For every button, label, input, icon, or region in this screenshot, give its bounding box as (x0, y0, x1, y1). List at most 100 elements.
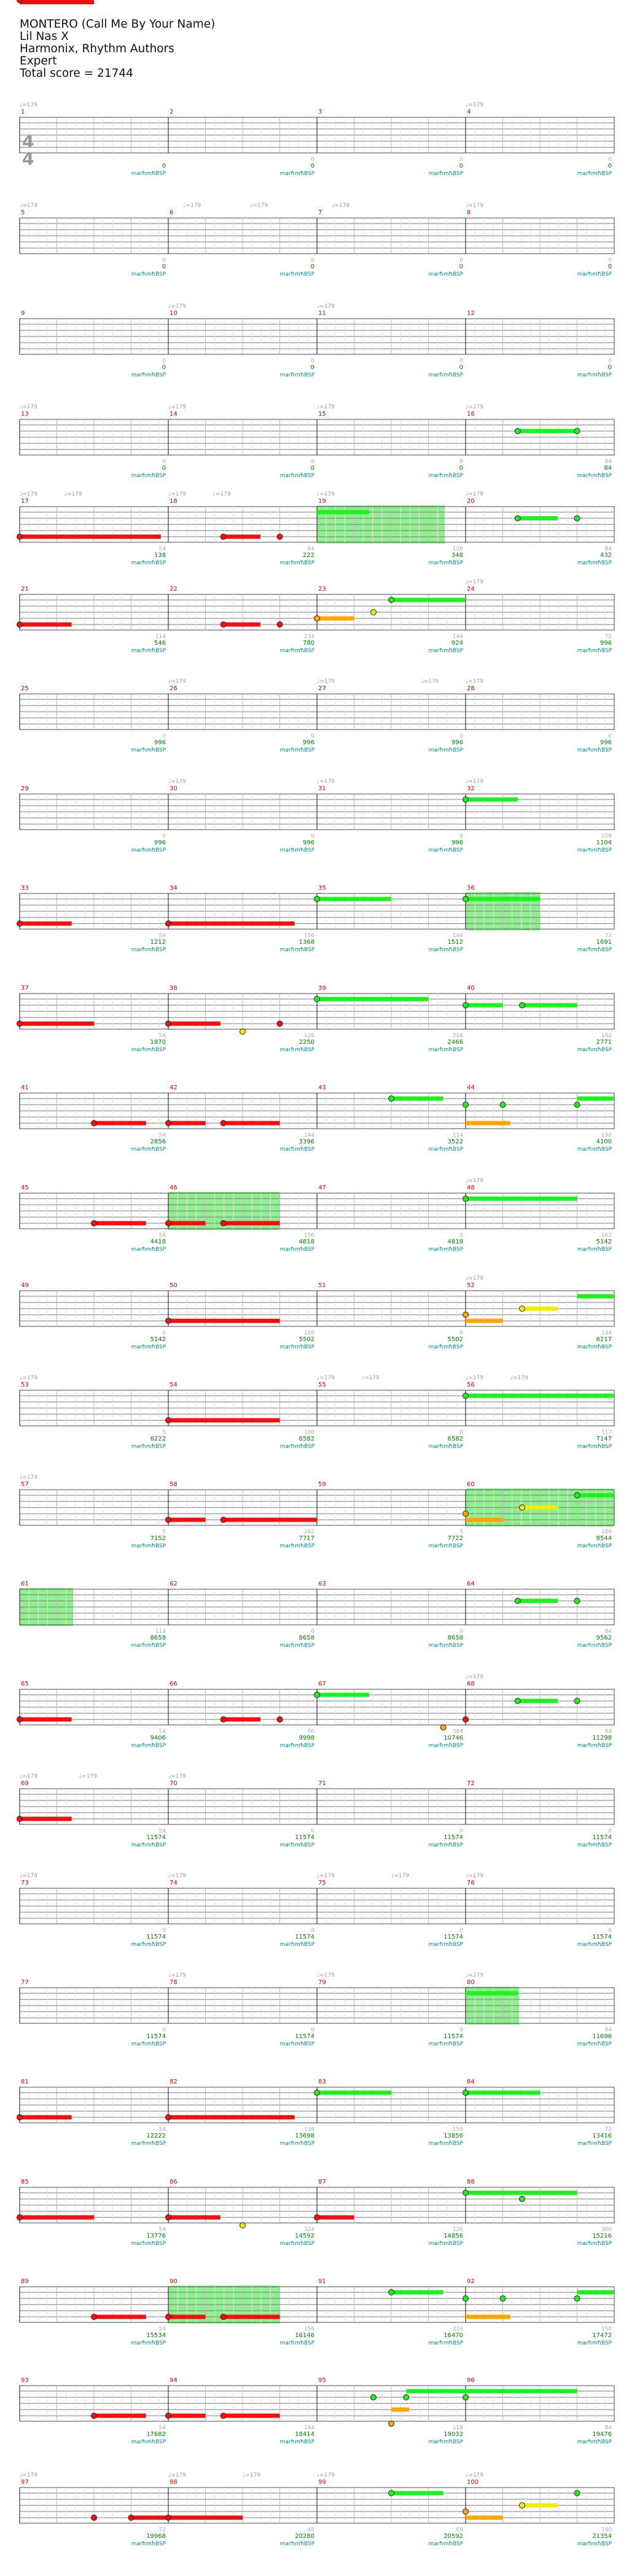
measure-number: 43 (318, 1084, 326, 1091)
measure-score: 16146 (295, 2332, 314, 2339)
note-green (370, 2394, 377, 2400)
sustain-red (20, 921, 72, 926)
section-label: marħmħBSP (280, 2041, 315, 2047)
note-green (518, 1002, 525, 1008)
measure-number: 16 (467, 411, 475, 418)
section-label: marħmħBSP (280, 2439, 315, 2445)
tempo-marker: ♩=179 (466, 102, 483, 108)
measure-note-score: 0 (608, 157, 612, 163)
measure-number: 3 (318, 109, 322, 115)
section-label: marħmħBSP (131, 560, 166, 566)
measure-score: 11574 (443, 1834, 463, 1841)
section-label: marħmħBSP (577, 2141, 612, 2147)
measure-score: 18414 (295, 2431, 314, 2438)
sustain-red (223, 2413, 280, 2418)
measure-number: 49 (21, 1282, 29, 1289)
tempo-marker: ♩=179 (168, 679, 186, 685)
measure-note-score: 54 (159, 546, 166, 552)
measure-number: 67 (318, 1681, 326, 1687)
measure-score: 0 (311, 263, 314, 270)
tempo-marker: ♩=179 (317, 779, 335, 785)
measure-note-score: 72 (605, 634, 612, 640)
measure-number: 97 (21, 2479, 29, 2486)
note-red (463, 1716, 469, 1722)
measure-number: 31 (318, 785, 326, 792)
measure-number: 15 (318, 411, 326, 418)
measure-score: 8658 (150, 1635, 166, 1641)
measure-score: 348 (451, 552, 463, 559)
sustain-green (577, 1493, 614, 1498)
measure-number: 95 (318, 2377, 326, 2384)
song-title: MONTERO (Call Me By Your Name) (20, 18, 216, 31)
section-label: marħmħBSP (429, 560, 464, 566)
section-label: marħmħBSP (131, 1942, 166, 1948)
note-red (17, 1816, 23, 1822)
section-label: marħmħBSP (577, 1247, 612, 1253)
sustain-green (466, 2389, 577, 2394)
tempo-marker: ♩=179 (168, 1773, 186, 1780)
sustain-red (20, 1816, 72, 1821)
measure-note-score: 144 (304, 1132, 314, 1138)
tempo-marker: ♩=179 (20, 2472, 37, 2478)
note-yellow (518, 2502, 525, 2508)
tempo-marker: ♩=179 (466, 1375, 483, 1381)
measure-note-score: 84 (605, 546, 612, 552)
sustain-orange (466, 1318, 503, 1323)
sustain-green (317, 997, 429, 1002)
measure-note-score: 54 (159, 933, 166, 939)
measure-note-score: 84 (605, 2425, 612, 2431)
measure-number: 51 (318, 1282, 326, 1289)
measure-note-score: 0 (459, 157, 463, 163)
tempo-marker: ♩=179 (168, 2472, 186, 2478)
measure-note-score: 118 (453, 2425, 463, 2431)
measure-note-score: 0 (311, 2027, 314, 2033)
measure-note-score: 54 (159, 1132, 166, 1138)
measure-score: 10746 (443, 1735, 463, 1741)
section-label: marħmħBSP (429, 2241, 464, 2247)
tempo-marker: ♩=179 (317, 404, 335, 410)
measure-note-score: 0 (162, 1330, 166, 1336)
measure-note-score: 126 (453, 2227, 463, 2233)
tempo-marker: ♩=179 (168, 779, 186, 785)
section-label: marħmħBSP (429, 171, 464, 177)
note-green (574, 515, 580, 521)
section-label: marħmħBSP (429, 847, 464, 854)
measure-number: 14 (170, 411, 178, 418)
section-label: marħmħBSP (429, 1247, 464, 1253)
measure-number: 88 (467, 2179, 475, 2185)
section-label: marħmħBSP (429, 1344, 464, 1350)
measure-note-score: 0 (311, 459, 314, 465)
note-red (165, 1120, 171, 1126)
section-label: marħmħBSP (577, 747, 612, 753)
measure-note-score: 0 (459, 459, 463, 465)
measure-score: 0 (459, 263, 463, 270)
section-label: marħmħBSP (577, 1146, 612, 1153)
measure-number: 21 (21, 586, 29, 593)
measure-score: 11574 (146, 2033, 166, 2040)
sustain-green (466, 797, 518, 802)
note-green (463, 2090, 469, 2096)
note-green (388, 2289, 394, 2295)
measure-score: 7152 (150, 1535, 166, 1542)
section-label: marħmħBSP (429, 1643, 464, 1649)
measure-note-score: 0 (311, 733, 314, 739)
note-red (220, 1220, 227, 1226)
section-label: marħmħBSP (429, 2141, 464, 2147)
section-label: marħmħBSP (280, 271, 315, 278)
measure-score: 7147 (596, 1436, 612, 1442)
measure-score: 13416 (592, 2133, 612, 2139)
measure-number: 100 (467, 2479, 479, 2486)
measure-score: 19968 (146, 2533, 166, 2540)
note-red (220, 2413, 227, 2419)
section-label: marħmħBSP (280, 171, 315, 177)
measure-number: 40 (467, 985, 475, 992)
measure-score: 432 (600, 552, 612, 559)
note-green (574, 1102, 580, 1108)
section-label: marħmħBSP (131, 2439, 166, 2445)
section-label: marħmħBSP (280, 2340, 315, 2346)
measure-note-score: 158 (453, 2127, 463, 2133)
section-label: marħmħBSP (131, 747, 166, 753)
sustain-green (517, 1598, 558, 1603)
measure-number: 27 (318, 685, 326, 692)
measure-number: 38 (170, 985, 178, 992)
